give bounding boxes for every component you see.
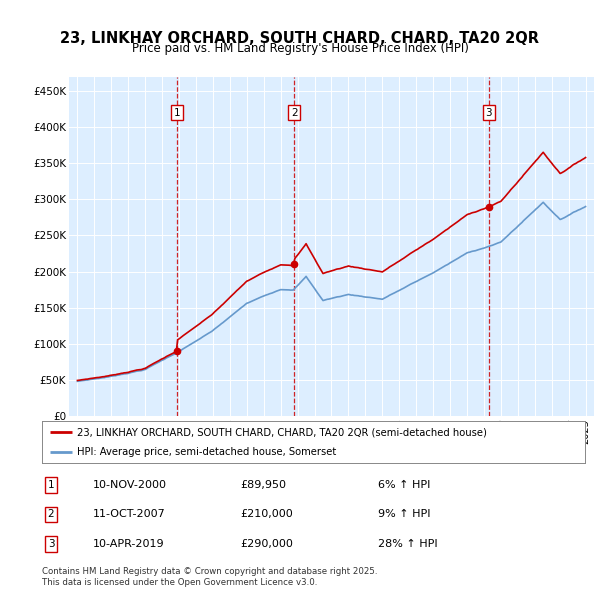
Text: Contains HM Land Registry data © Crown copyright and database right 2025.
This d: Contains HM Land Registry data © Crown c…	[42, 568, 377, 586]
Text: 9% ↑ HPI: 9% ↑ HPI	[378, 510, 431, 519]
Text: 10-APR-2019: 10-APR-2019	[93, 539, 164, 549]
Text: 23, LINKHAY ORCHARD, SOUTH CHARD, CHARD, TA20 2QR: 23, LINKHAY ORCHARD, SOUTH CHARD, CHARD,…	[61, 31, 539, 46]
Text: HPI: Average price, semi-detached house, Somerset: HPI: Average price, semi-detached house,…	[77, 447, 337, 457]
Text: 6% ↑ HPI: 6% ↑ HPI	[378, 480, 430, 490]
Text: 2: 2	[47, 510, 55, 519]
Text: 1: 1	[47, 480, 55, 490]
Text: 11-OCT-2007: 11-OCT-2007	[93, 510, 166, 519]
Text: 10-NOV-2000: 10-NOV-2000	[93, 480, 167, 490]
Text: 3: 3	[485, 108, 492, 118]
Text: £89,950: £89,950	[240, 480, 286, 490]
Text: £290,000: £290,000	[240, 539, 293, 549]
Text: 23, LINKHAY ORCHARD, SOUTH CHARD, CHARD, TA20 2QR (semi-detached house): 23, LINKHAY ORCHARD, SOUTH CHARD, CHARD,…	[77, 427, 487, 437]
Text: 1: 1	[173, 108, 180, 118]
Text: Price paid vs. HM Land Registry's House Price Index (HPI): Price paid vs. HM Land Registry's House …	[131, 42, 469, 55]
Text: 2: 2	[291, 108, 298, 118]
Text: £210,000: £210,000	[240, 510, 293, 519]
Text: 28% ↑ HPI: 28% ↑ HPI	[378, 539, 437, 549]
Text: 3: 3	[47, 539, 55, 549]
